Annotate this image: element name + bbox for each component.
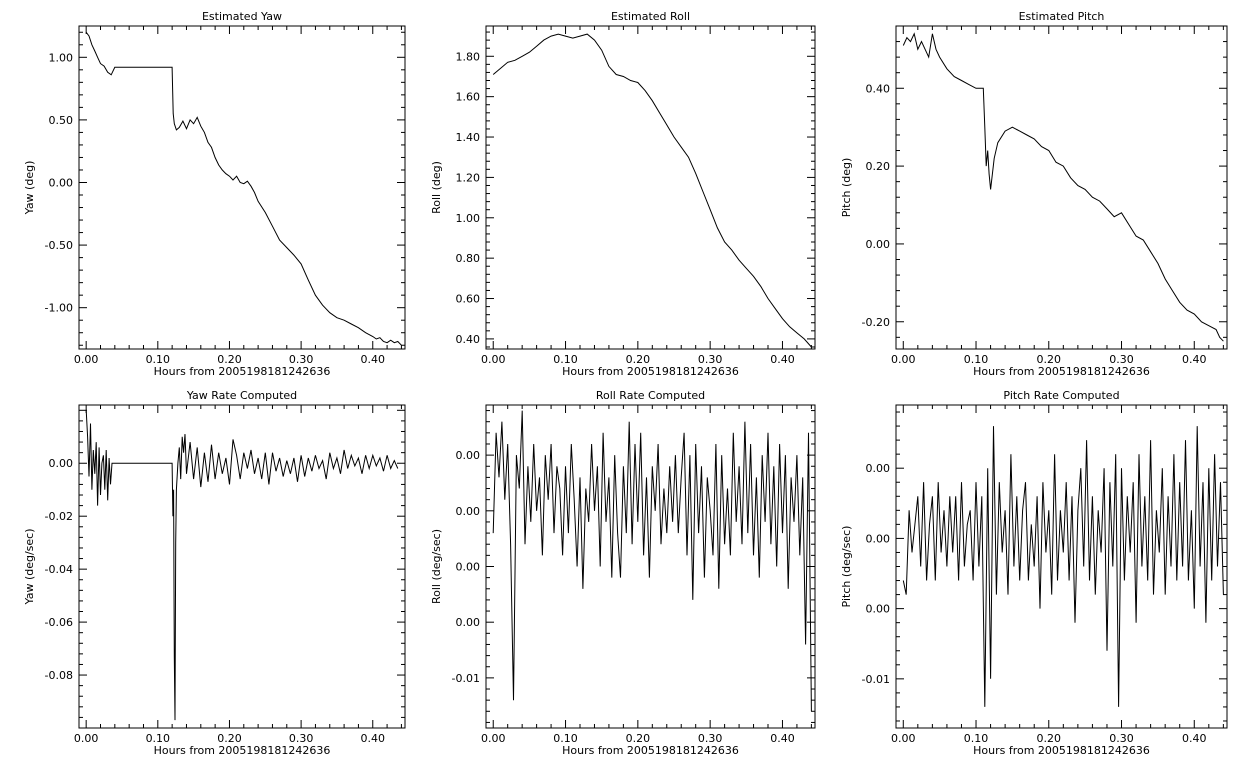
y-tick-label: -1.00 — [45, 302, 73, 315]
y-tick-label: 0.40 — [866, 82, 891, 95]
y-axis-label: Pitch (deg/sec) — [840, 526, 853, 608]
y-tick-label: -0.06 — [45, 616, 73, 629]
x-tick-label: 0.10 — [146, 732, 171, 745]
x-tick-label: 0.10 — [964, 732, 989, 745]
y-tick-label: 0.00 — [456, 449, 481, 462]
y-tick-label: -0.08 — [45, 669, 73, 682]
y-axis-label: Yaw (deg) — [23, 161, 36, 216]
x-tick-label: 0.20 — [217, 353, 242, 366]
x-tick-label: 0.20 — [1037, 732, 1062, 745]
y-tick-label: 1.00 — [456, 212, 481, 225]
y-tick-label: 0.50 — [49, 114, 74, 127]
x-tick-label: 0.20 — [1037, 353, 1062, 366]
y-tick-label: 0.00 — [456, 616, 481, 629]
x-tick-label: 0.40 — [770, 353, 795, 366]
chart-title: Estimated Roll — [611, 10, 690, 23]
y-tick-label: -0.20 — [862, 316, 890, 329]
x-tick-label: 0.40 — [361, 732, 386, 745]
y-tick-label: 0.00 — [456, 505, 481, 518]
plot-frame — [485, 25, 816, 350]
y-tick-label: 0.60 — [456, 293, 481, 306]
y-axis-label: Yaw (deg/sec) — [23, 528, 36, 605]
chart-panel-0: 0.00 0.10 0.20 0.30 0.40 -1.00 -0.50 0.00 0.50 1.… — [23, 10, 406, 378]
y-tick-label: 0.00 — [866, 532, 891, 545]
x-tick-label: 0.40 — [770, 732, 795, 745]
x-tick-label: 0.30 — [1109, 732, 1134, 745]
y-axis-label: Roll (deg) — [430, 161, 443, 214]
y-tick-label: 1.20 — [456, 171, 481, 184]
plot-frame — [78, 404, 406, 729]
y-tick-label: 0.00 — [866, 462, 891, 475]
y-tick-label: 0.20 — [866, 160, 891, 173]
y-tick-label: 1.60 — [456, 91, 481, 104]
x-tick-label: 0.10 — [964, 353, 989, 366]
x-tick-label: 0.40 — [1182, 353, 1207, 366]
x-tick-label: 0.20 — [626, 353, 651, 366]
x-axis-label: Hours from 2005198181242636 — [562, 365, 739, 378]
chart-title: Estimated Pitch — [1019, 10, 1105, 23]
x-tick-label: 0.30 — [698, 732, 723, 745]
x-tick-label: 0.00 — [74, 353, 99, 366]
y-tick-label: -0.01 — [452, 672, 480, 685]
x-tick-label: 0.10 — [553, 353, 578, 366]
plot-frame — [78, 25, 406, 350]
x-tick-label: 0.00 — [891, 732, 916, 745]
chart-title: Yaw Rate Computed — [186, 389, 297, 402]
chart-panel-5: 0.00 0.10 0.20 0.30 0.40 -0.01 0.00 0.00 0.00 Pit… — [840, 389, 1228, 757]
chart-panel-1: 0.00 0.10 0.20 0.30 0.40 0.40 0.60 0.80 1.00 1.20… — [430, 10, 816, 378]
y-tick-label: 1.00 — [49, 51, 74, 64]
chart-panel-3: 0.00 0.10 0.20 0.30 0.40 -0.08 -0.06 -0.04 -0.02… — [23, 389, 406, 757]
y-tick-label: 1.40 — [456, 131, 481, 144]
series-line — [902, 426, 1224, 707]
y-axis-label: Roll (deg/sec) — [430, 529, 443, 604]
chart-title: Estimated Yaw — [202, 10, 282, 23]
x-tick-label: 0.00 — [481, 353, 506, 366]
y-tick-label: 0.00 — [866, 603, 891, 616]
series-line — [902, 32, 1224, 342]
y-tick-label: -0.50 — [45, 239, 73, 252]
x-tick-label: 0.00 — [74, 732, 99, 745]
series-line — [85, 410, 399, 721]
y-tick-label: 0.00 — [456, 561, 481, 574]
y-tick-label: 0.80 — [456, 252, 481, 265]
y-tick-label: -0.02 — [45, 510, 73, 523]
series-line — [492, 410, 812, 712]
x-axis-label: Hours from 2005198181242636 — [973, 365, 1150, 378]
y-axis-label: Pitch (deg) — [840, 158, 853, 218]
x-tick-label: 0.20 — [217, 732, 242, 745]
y-tick-label: 0.00 — [866, 238, 891, 251]
x-tick-label: 0.30 — [1109, 353, 1134, 366]
chart-title: Pitch Rate Computed — [1003, 389, 1119, 402]
y-tick-label: 0.40 — [456, 333, 481, 346]
x-tick-label: 0.00 — [481, 732, 506, 745]
y-tick-label: -0.01 — [862, 673, 890, 686]
chart-panel-4: 0.00 0.10 0.20 0.30 0.40 -0.01 0.00 0.00 0.00 0.0… — [430, 389, 816, 757]
x-tick-label: 0.40 — [361, 353, 386, 366]
y-tick-label: 1.80 — [456, 50, 481, 63]
series-line — [85, 31, 402, 346]
x-tick-label: 0.30 — [698, 353, 723, 366]
x-axis-label: Hours from 2005198181242636 — [562, 744, 739, 757]
y-tick-label: 0.00 — [49, 176, 74, 189]
x-tick-label: 0.10 — [553, 732, 578, 745]
x-tick-label: 0.20 — [626, 732, 651, 745]
x-tick-label: 0.10 — [146, 353, 171, 366]
x-axis-label: Hours from 2005198181242636 — [154, 744, 331, 757]
series-line — [492, 33, 812, 348]
chart-title: Roll Rate Computed — [596, 389, 705, 402]
y-tick-label: 0.00 — [49, 457, 74, 470]
y-tick-label: -0.04 — [45, 563, 73, 576]
x-axis-label: Hours from 2005198181242636 — [973, 744, 1150, 757]
plot-frame — [895, 25, 1228, 350]
x-tick-label: 0.00 — [891, 353, 916, 366]
x-tick-label: 0.40 — [1182, 732, 1207, 745]
x-tick-label: 0.30 — [289, 353, 314, 366]
x-tick-label: 0.30 — [289, 732, 314, 745]
x-axis-label: Hours from 2005198181242636 — [154, 365, 331, 378]
chart-panel-2: 0.00 0.10 0.20 0.30 0.40 -0.20 0.00 0.20 0.40 Est… — [840, 10, 1228, 378]
